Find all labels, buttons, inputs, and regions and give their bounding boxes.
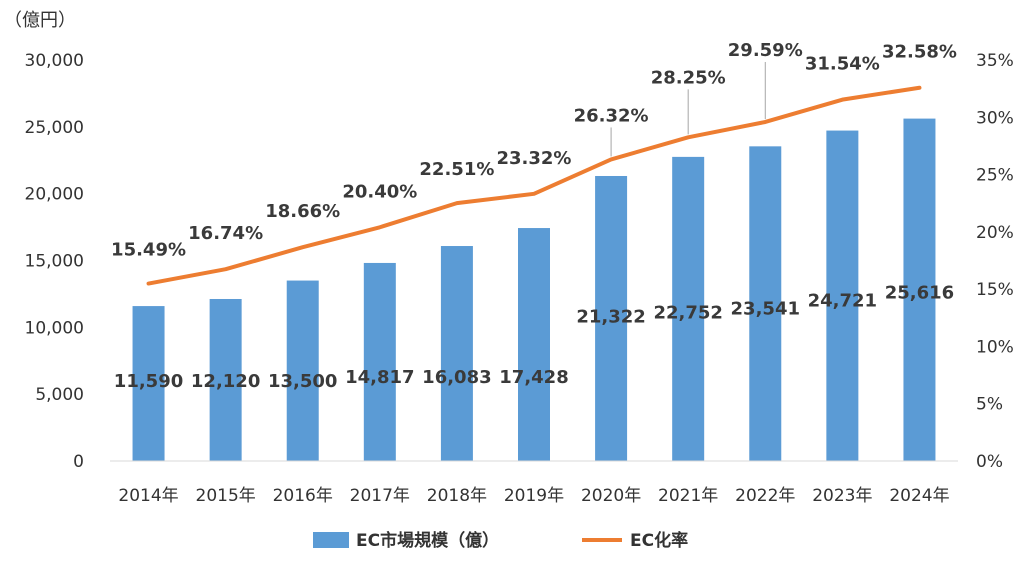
y-left-tick-label: 20,000 xyxy=(25,185,84,205)
y-right-tick-label: 30% xyxy=(976,108,1014,128)
x-tick-label: 2020年 xyxy=(581,486,641,506)
bar-data-label: 14,817 xyxy=(345,367,414,388)
line-series xyxy=(146,85,922,286)
bar-data-label: 24,721 xyxy=(808,291,877,312)
x-tick-label: 2019年 xyxy=(504,486,564,506)
y-left-tick-label: 0 xyxy=(73,452,84,472)
line-data-label: 18.66% xyxy=(265,201,340,222)
y-axis-left: 0 5,000 10,000 15,000 20,000 25,000 30,000 xyxy=(25,51,84,472)
bar-data-label: 17,428 xyxy=(499,367,568,388)
line-data-labels: 15.49%16.74%18.66%20.40%22.51%23.32% 26.3… xyxy=(111,40,957,261)
x-tick-label: 2016年 xyxy=(273,486,333,506)
bar xyxy=(440,246,473,461)
y-right-tick-label: 15% xyxy=(976,280,1014,300)
x-tick-label: 2023年 xyxy=(812,486,872,506)
y-left-tick-label: 10,000 xyxy=(25,318,84,338)
bar xyxy=(749,146,782,461)
x-tick-label: 2024年 xyxy=(889,486,949,506)
bar-data-label: 12,120 xyxy=(191,371,260,392)
legend: EC市場規模（億） EC化率 xyxy=(313,530,688,551)
y-axis-right: 0% 5% 10% 15% 20% 25% 30% 35% xyxy=(976,51,1014,472)
line-data-label: 16.74% xyxy=(188,223,263,244)
line-path xyxy=(146,85,922,286)
bar-data-labels: 11,590 12,120 13,500 14,817 16,083 17,428 21,3… xyxy=(114,283,954,392)
line-data-label: 32.58% xyxy=(882,42,957,63)
bar-data-label: 16,083 xyxy=(422,367,491,388)
line-data-label: 23.32% xyxy=(497,148,572,169)
legend-line-label: EC化率 xyxy=(630,530,688,551)
bar xyxy=(595,175,628,462)
bar xyxy=(286,280,319,461)
y-left-tick-label: 30,000 xyxy=(25,51,84,71)
bar-data-label: 23,541 xyxy=(731,299,800,320)
line-data-label: 22.51% xyxy=(419,159,494,180)
line-data-label: 29.59% xyxy=(728,40,803,61)
bar xyxy=(209,298,242,461)
y-left-tick-label: 15,000 xyxy=(25,252,84,272)
line-data-label: 20.40% xyxy=(342,181,417,202)
bar xyxy=(518,228,550,461)
legend-bar-swatch xyxy=(313,532,349,548)
x-tick-label: 2014年 xyxy=(118,486,178,506)
bar-data-label: 25,616 xyxy=(885,283,954,304)
y-left-tick-label: 5,000 xyxy=(35,385,84,405)
y-right-tick-label: 10% xyxy=(976,337,1014,357)
y-right-tick-label: 0% xyxy=(976,452,1003,472)
y-left-tick-label: 25,000 xyxy=(25,118,84,138)
bar-data-label: 21,322 xyxy=(576,307,645,328)
legend-bar-label: EC市場規模（億） xyxy=(356,530,499,551)
bar xyxy=(672,156,705,462)
y-right-tick-label: 35% xyxy=(976,51,1014,71)
bar-data-label: 13,500 xyxy=(268,371,337,392)
bar-data-label: 11,590 xyxy=(114,371,183,392)
y-right-tick-label: 20% xyxy=(976,223,1014,243)
x-tick-label: 2018年 xyxy=(427,486,487,506)
unit-label: （億円） xyxy=(4,10,76,31)
line-data-label: 15.49% xyxy=(111,240,186,261)
y-right-tick-label: 5% xyxy=(976,395,1003,415)
bar xyxy=(826,130,859,462)
x-tick-label: 2015年 xyxy=(196,486,256,506)
bar-series xyxy=(132,118,936,462)
y-right-tick-label: 25% xyxy=(976,166,1014,186)
line-data-label: 28.25% xyxy=(651,67,726,88)
bar xyxy=(363,262,396,461)
bar xyxy=(903,118,936,462)
x-axis: 2014年 2015年 2016年 2017年 2018年 2019年 2020年 2021年… xyxy=(110,460,958,506)
bar-data-label: 22,752 xyxy=(653,303,722,324)
bar xyxy=(132,306,165,461)
x-tick-label: 2022年 xyxy=(735,486,795,506)
x-tick-label: 2021年 xyxy=(658,486,718,506)
line-data-label: 26.32% xyxy=(574,105,649,126)
line-data-label: 31.54% xyxy=(805,54,880,75)
x-tick-label: 2017年 xyxy=(350,486,410,506)
